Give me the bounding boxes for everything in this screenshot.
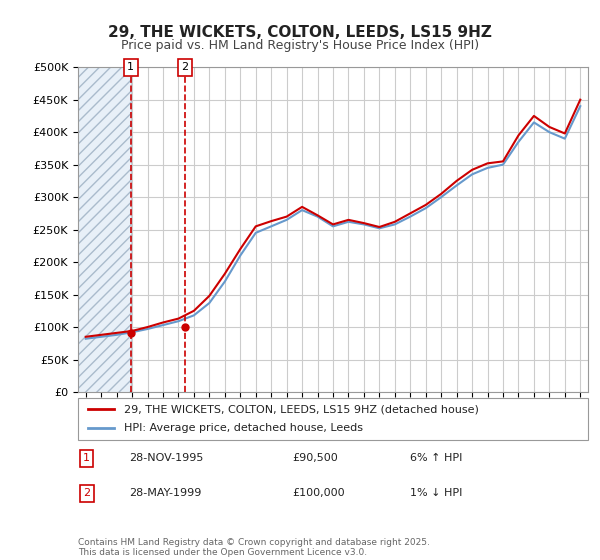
Text: 29, THE WICKETS, COLTON, LEEDS, LS15 9HZ (detached house): 29, THE WICKETS, COLTON, LEEDS, LS15 9HZ… [124, 404, 479, 414]
Text: 1% ↓ HPI: 1% ↓ HPI [409, 488, 462, 498]
Text: £100,000: £100,000 [292, 488, 345, 498]
Bar [78, 67, 131, 392]
Text: HPI: Average price, detached house, Leeds: HPI: Average price, detached house, Leed… [124, 423, 363, 433]
Text: 28-NOV-1995: 28-NOV-1995 [129, 454, 203, 464]
Text: 2: 2 [83, 488, 90, 498]
Text: Price paid vs. HM Land Registry's House Price Index (HPI): Price paid vs. HM Land Registry's House … [121, 39, 479, 52]
Text: 2: 2 [181, 62, 188, 72]
Text: 1: 1 [83, 454, 90, 464]
Text: Contains HM Land Registry data © Crown copyright and database right 2025.
This d: Contains HM Land Registry data © Crown c… [78, 538, 430, 557]
Text: 6% ↑ HPI: 6% ↑ HPI [409, 454, 462, 464]
Text: 28-MAY-1999: 28-MAY-1999 [129, 488, 202, 498]
Text: 1: 1 [127, 62, 134, 72]
Text: £90,500: £90,500 [292, 454, 338, 464]
FancyBboxPatch shape [78, 398, 588, 440]
Text: 29, THE WICKETS, COLTON, LEEDS, LS15 9HZ: 29, THE WICKETS, COLTON, LEEDS, LS15 9HZ [108, 25, 492, 40]
